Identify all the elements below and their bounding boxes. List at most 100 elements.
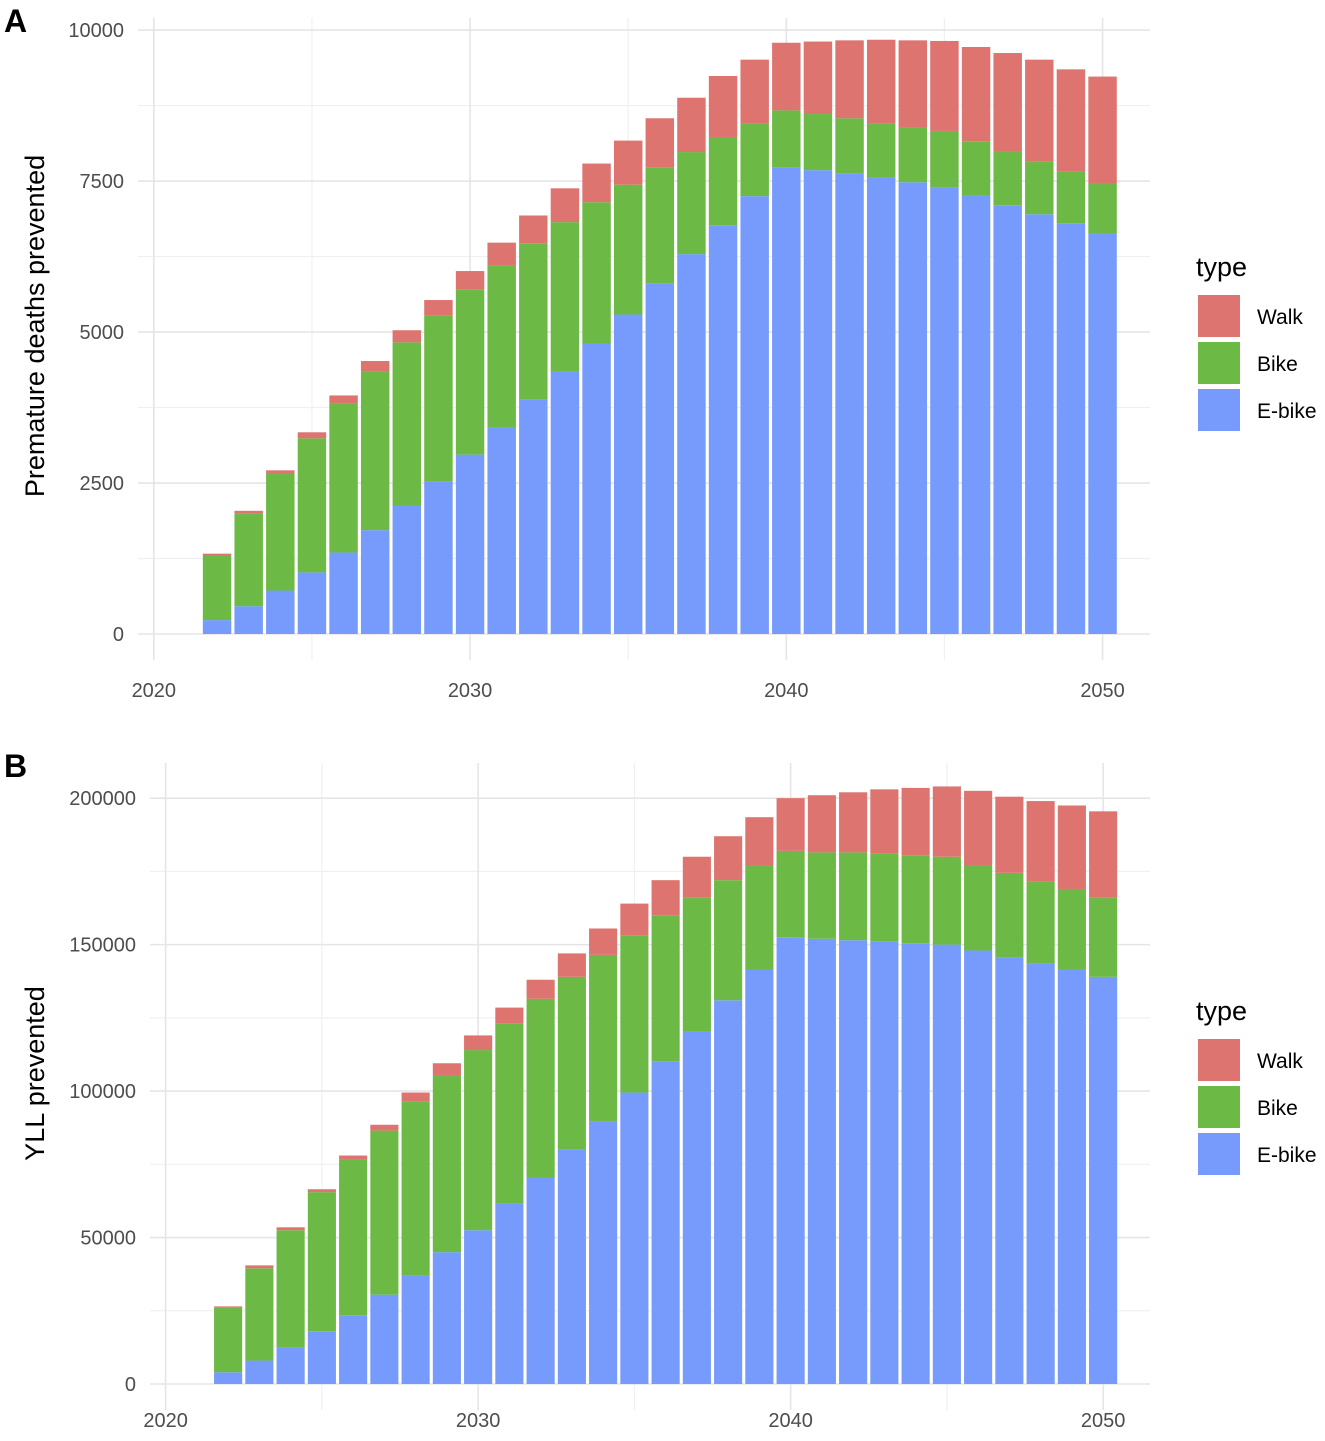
legend-label-bike: Bike bbox=[1257, 1097, 1298, 1120]
bar-walk-2047 bbox=[995, 796, 1024, 873]
bar-walk-2024 bbox=[276, 1227, 305, 1231]
y-tick-label: 2500 bbox=[80, 473, 125, 495]
bar-e-bike-2026 bbox=[339, 1315, 368, 1384]
bar-e-bike-2030 bbox=[455, 454, 485, 634]
bar-walk-2025 bbox=[307, 1189, 336, 1193]
legend-swatch-walk bbox=[1198, 295, 1240, 337]
bar-e-bike-2034 bbox=[589, 1121, 618, 1384]
x-tick-label: 2040 bbox=[764, 680, 809, 702]
bar-bike-2041 bbox=[803, 114, 833, 171]
bar-walk-2047 bbox=[993, 53, 1022, 152]
bar-bike-2027 bbox=[360, 371, 390, 531]
bar-e-bike-2037 bbox=[677, 254, 706, 634]
bar-bike-2045 bbox=[932, 856, 961, 945]
bar-e-bike-2046 bbox=[961, 195, 991, 634]
y-tick-label: 0 bbox=[125, 1374, 136, 1396]
bar-bike-2047 bbox=[993, 151, 1022, 206]
bar-e-bike-2036 bbox=[651, 1061, 680, 1384]
bar-bike-2025 bbox=[297, 438, 327, 573]
bar-e-bike-2032 bbox=[519, 399, 548, 634]
bar-walk-2023 bbox=[245, 1265, 274, 1269]
bar-walk-2041 bbox=[807, 795, 836, 853]
bar-e-bike-2033 bbox=[550, 371, 580, 634]
bar-bike-2030 bbox=[455, 289, 485, 455]
bar-bike-2035 bbox=[620, 935, 649, 1093]
bar-e-bike-2043 bbox=[870, 941, 899, 1384]
legend-label-walk: Walk bbox=[1257, 1050, 1303, 1073]
bar-walk-2040 bbox=[772, 42, 801, 111]
bar-walk-2046 bbox=[961, 46, 991, 142]
bar-bike-2050 bbox=[1089, 897, 1118, 977]
chart-a: 0 2500 5000 7500 10000 2020 2030 2040 2050 Premat… bbox=[4, 3, 1317, 702]
bar-walk-2050 bbox=[1089, 811, 1118, 898]
bar-walk-2029 bbox=[432, 1063, 461, 1075]
bar-e-bike-2029 bbox=[424, 481, 453, 634]
bar-e-bike-2028 bbox=[401, 1275, 430, 1384]
bar-bike-2046 bbox=[964, 865, 993, 951]
bar-e-bike-2025 bbox=[297, 572, 327, 634]
bar-e-bike-2039 bbox=[745, 969, 774, 1384]
bar-walk-2039 bbox=[740, 59, 769, 124]
bar-bike-2032 bbox=[526, 998, 555, 1178]
y-tick-label: 0 bbox=[113, 624, 124, 646]
bar-bike-2047 bbox=[995, 872, 1024, 958]
bar-walk-2024 bbox=[266, 470, 295, 474]
bar-bike-2024 bbox=[276, 1230, 305, 1348]
bar-walk-2034 bbox=[589, 928, 618, 955]
bar-bike-2039 bbox=[745, 865, 774, 970]
bar-walk-2032 bbox=[519, 215, 548, 244]
bar-e-bike-2045 bbox=[932, 944, 961, 1384]
bar-walk-2026 bbox=[329, 395, 358, 404]
bar-e-bike-2031 bbox=[487, 427, 516, 634]
bar-e-bike-2025 bbox=[307, 1331, 336, 1384]
y-tick-label: 50000 bbox=[80, 1228, 136, 1250]
bar-walk-2028 bbox=[401, 1092, 430, 1102]
bar-e-bike-2043 bbox=[866, 177, 896, 634]
bar-walk-2038 bbox=[714, 836, 743, 881]
bar-e-bike-2033 bbox=[557, 1149, 586, 1384]
panel-tag: B bbox=[4, 748, 27, 784]
bar-bike-2044 bbox=[898, 127, 928, 183]
bar-bike-2029 bbox=[432, 1074, 461, 1253]
y-tick-label: 10000 bbox=[68, 20, 124, 42]
bar-bike-2022 bbox=[202, 555, 232, 621]
bar-e-bike-2032 bbox=[526, 1177, 555, 1384]
bar-bike-2041 bbox=[807, 852, 836, 939]
legend-swatch-e-bike bbox=[1198, 1133, 1240, 1175]
bar-e-bike-2039 bbox=[740, 196, 769, 634]
bar-bike-2039 bbox=[740, 123, 769, 197]
bar-walk-2041 bbox=[803, 41, 833, 115]
bar-walk-2030 bbox=[464, 1035, 493, 1051]
bar-e-bike-2024 bbox=[276, 1347, 305, 1384]
bar-bike-2050 bbox=[1088, 183, 1117, 233]
bar-walk-2040 bbox=[776, 798, 805, 851]
bar-walk-2028 bbox=[392, 330, 422, 343]
bar-e-bike-2024 bbox=[266, 590, 295, 634]
bar-bike-2036 bbox=[651, 915, 680, 1062]
bar-e-bike-2022 bbox=[202, 620, 232, 634]
bar-e-bike-2040 bbox=[772, 167, 801, 634]
bar-walk-2042 bbox=[835, 40, 864, 119]
bar-bike-2040 bbox=[772, 110, 801, 168]
bar-e-bike-2038 bbox=[708, 225, 738, 635]
bar-walk-2027 bbox=[360, 361, 390, 372]
bar-e-bike-2046 bbox=[964, 950, 993, 1384]
bar-bike-2044 bbox=[901, 855, 930, 944]
x-tick-label: 2050 bbox=[1081, 1410, 1126, 1432]
bar-e-bike-2026 bbox=[329, 552, 358, 634]
bar-e-bike-2048 bbox=[1025, 214, 1054, 634]
bar-bike-2023 bbox=[245, 1268, 274, 1361]
x-tick-label: 2030 bbox=[448, 680, 493, 702]
bar-bike-2025 bbox=[307, 1192, 336, 1332]
bar-walk-2023 bbox=[234, 510, 263, 514]
bar-walk-2025 bbox=[297, 432, 327, 439]
bar-walk-2031 bbox=[495, 1007, 524, 1024]
bar-e-bike-2047 bbox=[993, 205, 1022, 634]
bar-e-bike-2044 bbox=[898, 182, 928, 634]
bar-walk-2035 bbox=[620, 903, 649, 936]
bar-walk-2030 bbox=[455, 271, 485, 290]
bar-walk-2032 bbox=[526, 979, 555, 999]
bar-walk-2034 bbox=[582, 163, 611, 203]
bar-bike-2048 bbox=[1025, 161, 1054, 215]
bar-walk-2049 bbox=[1057, 805, 1086, 889]
